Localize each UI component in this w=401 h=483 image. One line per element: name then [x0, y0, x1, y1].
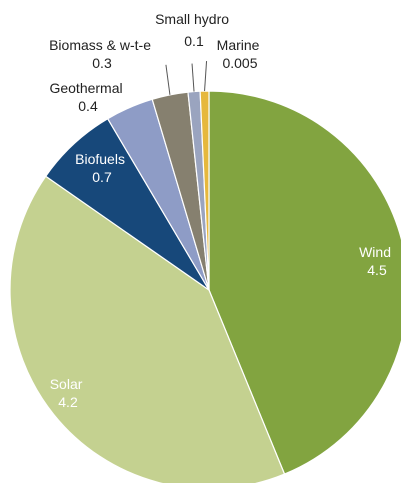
slice-value-solar: 4.2 — [58, 394, 78, 410]
slice-value-biomass: 0.3 — [92, 55, 112, 71]
pie-slice-solar — [9, 175, 286, 483]
slice-name-small-hydro: Small hydro — [155, 11, 229, 27]
slice-name-solar: Solar — [50, 376, 83, 392]
slice-name-biomass: Biomass & w-t-e — [49, 37, 151, 53]
slice-label-marine: Marine 0.005 — [217, 37, 264, 71]
slice-name-wind: Wind — [359, 244, 391, 260]
leader-line-biomass-w-t-e — [165, 64, 171, 95]
slice-name-geothermal: Geothermal — [49, 80, 122, 96]
slice-label-small-hydro: Small hydro 0.1 — [155, 11, 233, 49]
leader-lines — [165, 61, 208, 95]
pie-slice-marine — [199, 90, 210, 291]
slice-value-biofuels: 0.7 — [92, 169, 112, 185]
slice-label-wind: Wind 4.5 — [359, 244, 395, 278]
slice-name-biofuels: Biofuels — [75, 151, 125, 167]
leader-line-marine — [204, 61, 208, 92]
pie-slices — [9, 90, 401, 483]
slice-label-biomass: Biomass & w-t-e 0.3 — [49, 37, 155, 71]
leader-line-small-hydro — [191, 63, 195, 92]
slice-label-biofuels: Biofuels 0.7 — [75, 151, 129, 185]
pie-slice-wind — [208, 90, 401, 475]
slice-value-marine: 0.005 — [222, 55, 257, 71]
slice-value-small-hydro: 0.1 — [184, 33, 204, 49]
slice-value-wind: 4.5 — [367, 262, 387, 278]
slice-label-solar: Solar 4.2 — [50, 376, 87, 410]
slice-name-marine: Marine — [217, 37, 260, 53]
slice-label-geothermal: Geothermal 0.4 — [49, 80, 126, 114]
slice-value-geothermal: 0.4 — [78, 98, 98, 114]
